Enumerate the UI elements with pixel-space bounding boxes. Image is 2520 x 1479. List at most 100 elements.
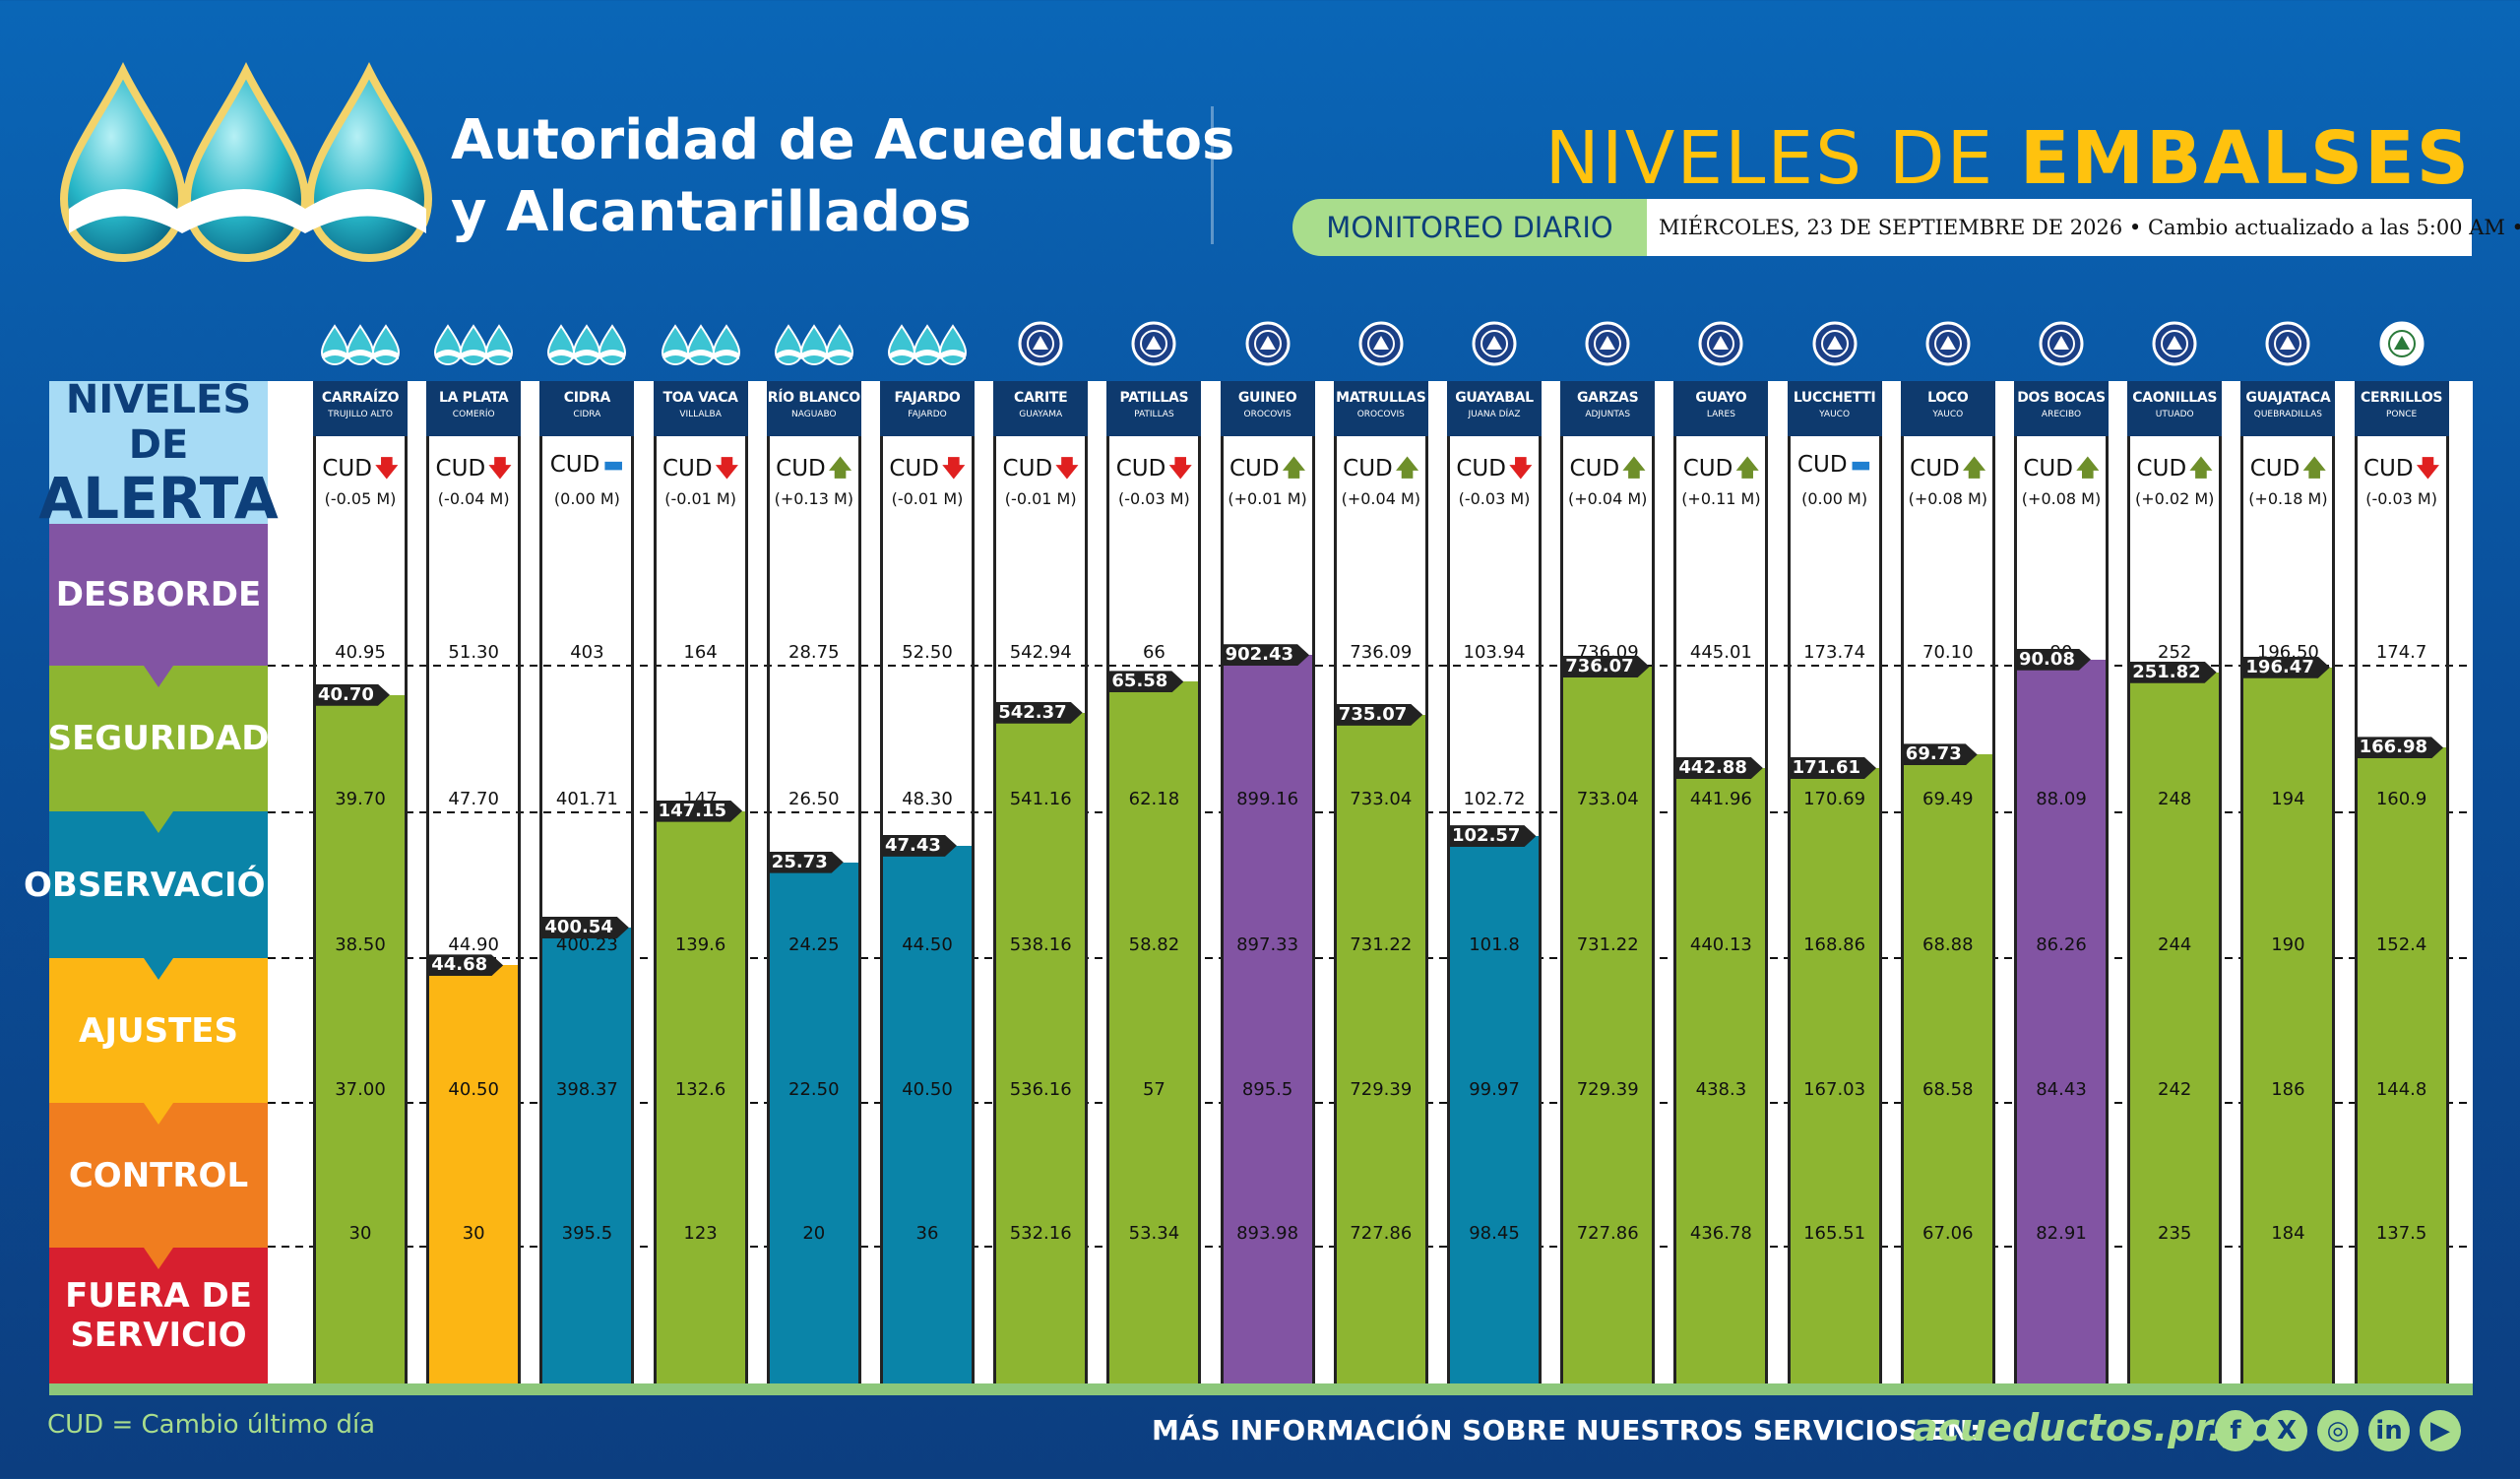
threshold-value: 173.74	[1803, 642, 1866, 663]
threshold-value: 30	[348, 1223, 372, 1244]
column-outline	[1447, 381, 1542, 1383]
threshold-value: 48.30	[902, 789, 953, 809]
drna-seal-icon	[1245, 321, 1291, 366]
cud-change: (+0.04 M)	[1341, 489, 1420, 508]
threshold-value: 398.37	[555, 1079, 618, 1100]
cud-change: (+0.04 M)	[1567, 489, 1648, 508]
legend-level-3: OBSERVACIÓN	[24, 811, 293, 980]
cud-label: CUD 🡇	[316, 452, 405, 490]
cud-box: CUD 🡇 (-0.03 M)	[2358, 436, 2446, 523]
reservoir-name: FAJARDO	[894, 390, 961, 406]
level-tag: 442.88	[1674, 757, 1762, 779]
threshold-value: 168.86	[1803, 934, 1866, 955]
drna-ponce-icon	[2379, 321, 2425, 366]
aaa-logo-icon	[888, 324, 967, 366]
reservoir-column: CARRAÍZO TRUJILLO ALTO CUD 🡇 (-0.05 M) 40.95 3…	[313, 324, 408, 1383]
reservoir-header: TOA VACA VILLALBA	[653, 381, 748, 436]
threshold-value: 101.8	[1469, 934, 1520, 955]
threshold-value: 137.5	[2375, 1223, 2427, 1244]
column-outline	[539, 381, 635, 1383]
threshold-value: 235	[2158, 1223, 2192, 1244]
reservoir-name: LUCCHETTI	[1793, 390, 1876, 406]
reservoir-name: MATRULLAS	[1336, 390, 1426, 406]
drna-seal-icon	[2152, 321, 2197, 366]
cud-change: (+0.11 M)	[1681, 489, 1761, 508]
arrow-down-icon: 🡇	[1508, 456, 1533, 482]
threshold-value: 727.86	[1576, 1223, 1639, 1244]
threshold-value: 532.16	[1009, 1223, 1072, 1244]
reservoir-name: GARZAS	[1576, 390, 1639, 406]
reservoir-name: CARITE	[1013, 390, 1068, 406]
cud-label: CUD 🡅	[2243, 452, 2332, 490]
drna-seal-icon	[1925, 321, 1971, 366]
linkedin-icon[interactable]: in	[2368, 1410, 2410, 1451]
level-fill	[316, 694, 405, 1383]
threshold-value: 184	[2271, 1223, 2305, 1244]
x-icon[interactable]: X	[2266, 1410, 2307, 1451]
aaa-logo-icon	[547, 324, 627, 366]
cud-box: CUD 🡇 (-0.04 M)	[429, 436, 518, 523]
threshold-value: 70.10	[1922, 642, 1974, 663]
cud-box: CUD 🡅 (+0.02 M)	[2130, 436, 2219, 523]
threshold-value: 170.69	[1803, 789, 1866, 809]
reservoir-header: FAJARDO FAJARDO	[880, 381, 975, 436]
level-fill	[429, 965, 519, 1383]
threshold-value: 542.94	[1009, 642, 1072, 663]
aaa-logo-icon	[434, 324, 514, 366]
cud-label: CUD 🡅	[1224, 452, 1312, 490]
instagram-icon[interactable]: ◎	[2317, 1410, 2359, 1451]
threshold-value: 53.34	[1128, 1223, 1180, 1244]
cud-change: (-0.04 M)	[437, 489, 510, 508]
reservoir-town: COMERÍO	[452, 410, 495, 419]
level-fill	[1450, 836, 1539, 1383]
no-change-icon: ▬	[1850, 452, 1872, 478]
cud-change: (-0.01 M)	[1004, 489, 1077, 508]
threshold-value: 58.82	[1128, 934, 1180, 955]
level-fill	[1790, 768, 1879, 1383]
reservoir-name: GUINEO	[1237, 390, 1297, 406]
monitor-label: MONITOREO DIARIO	[1292, 199, 1647, 256]
threshold-value: 164	[683, 642, 718, 663]
bottom-rule	[49, 1383, 2473, 1395]
level-fill	[2357, 747, 2446, 1383]
level-tag: 47.43	[881, 835, 957, 857]
column-outline	[1106, 381, 1202, 1383]
threshold-value: 536.16	[1009, 1079, 1072, 1100]
reservoir-header: DOS BOCAS ARECIBO	[2014, 381, 2109, 436]
threshold-value: 22.50	[788, 1079, 840, 1100]
reservoir-header: CARITE GUAYAMA	[993, 381, 1089, 436]
threshold-value: 82.91	[2036, 1223, 2087, 1244]
drna-seal-icon	[2265, 321, 2310, 366]
reservoir-name: CARRAÍZO	[321, 390, 400, 406]
arrow-down-icon: 🡇	[2416, 456, 2440, 482]
column-outline	[2240, 381, 2336, 1383]
threshold-value: 165.51	[1803, 1223, 1866, 1244]
level-fill	[1223, 655, 1312, 1383]
reservoir-name: CAONILLAS	[2132, 390, 2218, 406]
threshold-value: 40.50	[902, 1079, 953, 1100]
level-tag: 102.57	[1448, 825, 1536, 847]
column-outline	[1220, 381, 1315, 1383]
threshold-value: 252	[2158, 642, 2192, 663]
threshold-value: 68.58	[1922, 1079, 1974, 1100]
level-fill	[2130, 672, 2220, 1383]
reservoir-header: CERRILLOS PONCE	[2354, 381, 2449, 436]
column-outline	[1560, 381, 1656, 1383]
level-tag: 40.70	[314, 684, 390, 706]
level-tag: 251.82	[2128, 662, 2216, 683]
reservoir-column: GUAYABAL JUANA DÍAZ CUD 🡇 (-0.03 M) 103.94 102…	[1447, 321, 1542, 1383]
aaa-logo-icon	[661, 324, 740, 366]
youtube-icon[interactable]: ▶	[2420, 1410, 2461, 1451]
threshold-value: 733.04	[1576, 789, 1639, 809]
arrow-up-icon: 🡅	[1962, 456, 1986, 482]
drna-seal-icon	[1812, 321, 1858, 366]
threshold-value: 26.50	[788, 789, 840, 809]
cud-label: CUD 🡇	[657, 452, 745, 490]
cud-label: CUD 🡅	[1904, 452, 1992, 490]
cud-label: CUD ▬	[549, 452, 625, 478]
threshold-value: 733.04	[1350, 789, 1413, 809]
facebook-icon[interactable]: f	[2215, 1410, 2256, 1451]
threshold-value: 400.23	[555, 934, 618, 955]
